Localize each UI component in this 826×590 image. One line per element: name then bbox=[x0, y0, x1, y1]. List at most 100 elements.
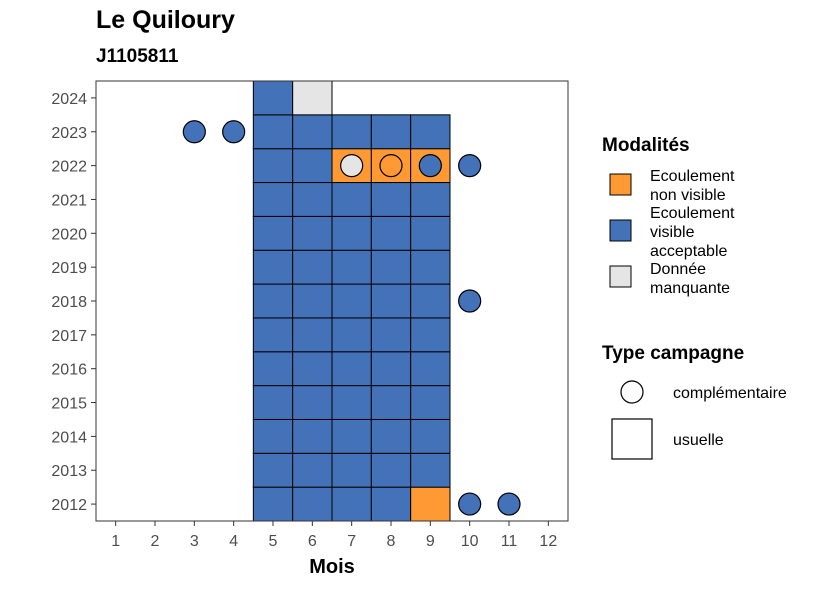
tile-2023-5 bbox=[252, 114, 294, 150]
x-tick-label-11: 11 bbox=[501, 533, 518, 550]
tile-2021-7 bbox=[331, 182, 372, 217]
chart-title: Le Quiloury bbox=[96, 6, 235, 34]
tile-2015-6 bbox=[292, 385, 333, 420]
tile-2012-6 bbox=[292, 486, 333, 522]
tile-2016-9 bbox=[410, 351, 451, 387]
point-2012-11 bbox=[497, 492, 521, 516]
legend-key-2 bbox=[609, 265, 632, 288]
y-tick-label-2016: 2016 bbox=[51, 362, 87, 379]
axes-layer: 1 2 3 4 5 6 7 8 9 10 11 122012201320142015201620172… bbox=[51, 91, 557, 550]
x-tick-label-4: 4 bbox=[229, 533, 238, 550]
tile-2022-5 bbox=[252, 148, 294, 184]
tile-2019-5 bbox=[252, 249, 294, 285]
tile-2023-8 bbox=[370, 114, 412, 150]
x-tick-label-9: 9 bbox=[426, 533, 435, 550]
tile-2017-6 bbox=[292, 317, 333, 353]
tile-2017-9 bbox=[410, 317, 451, 353]
x-axis-title: Mois bbox=[309, 556, 355, 578]
tile-2021-5 bbox=[252, 182, 294, 217]
tile-2020-7 bbox=[331, 215, 372, 251]
y-tick-label-2015: 2015 bbox=[51, 396, 87, 413]
y-tick-label-2024: 2024 bbox=[51, 91, 87, 108]
tile-2020-6 bbox=[292, 215, 333, 251]
tile-2013-7 bbox=[331, 452, 372, 488]
x-tick-label-6: 6 bbox=[308, 533, 317, 550]
tile-2022-6 bbox=[292, 148, 333, 184]
y-tick-label-2018: 2018 bbox=[51, 294, 87, 311]
y-tick-label-2017: 2017 bbox=[51, 328, 87, 345]
y-tick-label-2022: 2022 bbox=[51, 159, 87, 176]
legend-label-usuelle: usuelle bbox=[673, 432, 724, 449]
tile-2014-7 bbox=[331, 418, 372, 454]
point-2022-10 bbox=[458, 154, 482, 178]
point-2023-4 bbox=[222, 120, 246, 144]
tile-2014-8 bbox=[370, 418, 412, 454]
tile-2019-7 bbox=[331, 249, 372, 285]
legend-key-1 bbox=[609, 219, 632, 242]
legend-label-1-1: visible bbox=[650, 224, 695, 241]
tile-2014-5 bbox=[252, 418, 294, 454]
tile-2016-5 bbox=[252, 351, 294, 387]
tile-2021-9 bbox=[410, 182, 451, 217]
y-tick-label-2023: 2023 bbox=[51, 125, 87, 142]
y-tick-label-2014: 2014 bbox=[51, 429, 87, 446]
tile-2015-8 bbox=[370, 385, 412, 420]
tile-2013-6 bbox=[292, 452, 333, 488]
tile-2017-7 bbox=[331, 317, 372, 353]
point-2022-9 bbox=[418, 154, 442, 178]
legend-label-1-0: Ecoulement bbox=[650, 205, 735, 222]
legend-title-modalites: Modalités bbox=[602, 135, 690, 156]
legend-label-0-0: Ecoulement bbox=[650, 168, 735, 185]
tile-2024-5 bbox=[252, 80, 294, 116]
tile-2013-9 bbox=[410, 452, 451, 488]
point-2022-7 bbox=[340, 154, 364, 178]
legend-key-0 bbox=[609, 173, 632, 196]
tile-2012-8 bbox=[370, 486, 412, 522]
tile-2013-5 bbox=[252, 452, 294, 488]
x-tick-label-5: 5 bbox=[269, 533, 278, 550]
legend-key-complementaire bbox=[620, 380, 644, 404]
tile-2016-8 bbox=[370, 351, 412, 387]
tile-2023-6 bbox=[292, 114, 333, 150]
tile-2019-8 bbox=[370, 249, 412, 285]
tile-2014-9 bbox=[410, 418, 451, 454]
y-tick-label-2021: 2021 bbox=[51, 192, 87, 209]
tile-2017-5 bbox=[252, 317, 294, 353]
tile-2020-5 bbox=[252, 215, 294, 251]
tile-2012-7 bbox=[331, 486, 372, 522]
point-2018-10 bbox=[458, 289, 482, 313]
tiles-layer bbox=[252, 80, 451, 522]
tile-2016-7 bbox=[331, 351, 372, 387]
tile-2023-7 bbox=[331, 114, 372, 150]
x-tick-label-1: 1 bbox=[111, 533, 120, 550]
tile-2015-5 bbox=[252, 385, 294, 420]
tile-2021-6 bbox=[292, 182, 333, 217]
tile-2017-8 bbox=[370, 317, 412, 353]
y-tick-label-2020: 2020 bbox=[51, 226, 87, 243]
point-2023-3 bbox=[182, 120, 206, 144]
tile-2020-8 bbox=[370, 215, 412, 251]
tile-2021-8 bbox=[370, 182, 412, 217]
legend-label-2-1: manquante bbox=[650, 280, 730, 297]
tile-2019-6 bbox=[292, 249, 333, 285]
legend-label-complementaire: complémentaire bbox=[673, 385, 787, 402]
x-tick-label-10: 10 bbox=[461, 533, 479, 550]
points-layer bbox=[182, 120, 521, 516]
tile-2012-5 bbox=[252, 486, 294, 522]
point-2012-10 bbox=[458, 492, 482, 516]
x-tick-label-3: 3 bbox=[190, 533, 199, 550]
x-tick-label-7: 7 bbox=[347, 533, 356, 550]
tile-2016-6 bbox=[292, 351, 333, 387]
point-2022-8 bbox=[379, 154, 403, 178]
y-tick-label-2019: 2019 bbox=[51, 260, 87, 277]
tile-2018-6 bbox=[292, 283, 333, 319]
tile-2019-9 bbox=[410, 249, 451, 285]
y-tick-label-2012: 2012 bbox=[51, 497, 87, 514]
x-tick-label-12: 12 bbox=[539, 533, 557, 550]
legend-title-type: Type campagne bbox=[602, 343, 744, 364]
tile-2018-8 bbox=[370, 283, 412, 319]
tile-2024-6 bbox=[292, 80, 333, 116]
x-tick-label-2: 2 bbox=[151, 533, 160, 550]
